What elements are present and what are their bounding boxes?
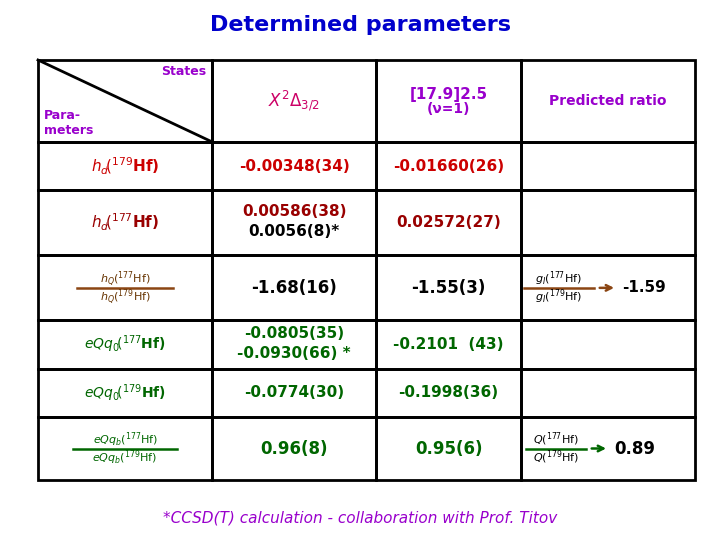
Bar [38,60,212,142]
Text: 0.02572(27): 0.02572(27) [396,215,501,230]
Bar [521,255,695,320]
Bar [377,417,521,480]
Text: $eQq_b(^{179}$Hf): $eQq_b(^{179}$Hf) [92,448,158,467]
Text: -0.0774(30): -0.0774(30) [244,386,344,400]
Text: $Q(^{179}$Hf): $Q(^{179}$Hf) [533,449,579,467]
Bar [38,255,212,320]
Bar [377,190,521,255]
Text: $h_Q(^{179}$Hf): $h_Q(^{179}$Hf) [99,287,150,307]
Text: $eQq_0\!(^{177}$Hf): $eQq_0\!(^{177}$Hf) [84,334,166,355]
Text: -1.59: -1.59 [622,280,666,295]
Text: 0.89: 0.89 [614,440,655,457]
Text: -0.00348(34): -0.00348(34) [239,159,350,173]
Text: -0.0805(35): -0.0805(35) [244,326,344,341]
Bar [521,417,695,480]
Text: $eQq_0\!(^{179}$Hf): $eQq_0\!(^{179}$Hf) [84,382,166,403]
Text: -0.0930(66) *: -0.0930(66) * [238,346,351,361]
Bar [212,60,377,142]
Text: -0.2101  (43): -0.2101 (43) [393,337,504,352]
Bar [521,369,695,417]
Text: -0.1998(36): -0.1998(36) [399,386,499,400]
Text: -0.01660(26): -0.01660(26) [393,159,504,173]
Text: $Q(^{177}$Hf): $Q(^{177}$Hf) [533,431,579,448]
Text: $eQq_b(^{177}$Hf): $eQq_b(^{177}$Hf) [93,430,158,449]
Text: 0.95(6): 0.95(6) [415,440,482,457]
Text: Para-
meters: Para- meters [44,109,94,137]
Text: 0.96(8): 0.96(8) [261,440,328,457]
Bar [38,190,212,255]
Bar [377,320,521,369]
Bar [212,369,377,417]
Bar [377,60,521,142]
Bar [521,60,695,142]
Bar [38,142,212,190]
Text: 0.00586(38): 0.00586(38) [242,204,346,219]
Bar [212,255,377,320]
Bar [212,320,377,369]
Text: $h_d\!(^{179}$Hf): $h_d\!(^{179}$Hf) [91,156,159,177]
Text: 0.0056(8)*: 0.0056(8)* [248,224,340,239]
Text: -1.68(16): -1.68(16) [251,279,337,297]
Text: $g_I(^{179}$Hf): $g_I(^{179}$Hf) [536,287,582,306]
Text: (ν=1): (ν=1) [427,102,470,116]
Text: Determined parameters: Determined parameters [210,15,510,35]
Text: $X^2\Delta_{3/2}$: $X^2\Delta_{3/2}$ [269,89,320,113]
Bar [521,190,695,255]
Bar [212,417,377,480]
Text: [17.9]2.5: [17.9]2.5 [410,87,487,103]
Text: States: States [161,65,206,78]
Bar [212,190,377,255]
Text: *CCSD(T) calculation - collaboration with Prof. Titov: *CCSD(T) calculation - collaboration wit… [163,510,557,525]
Text: Predicted ratio: Predicted ratio [549,94,667,108]
Bar [377,369,521,417]
Bar [521,320,695,369]
Bar [377,142,521,190]
Text: $h_Q(^{177}$Hf): $h_Q(^{177}$Hf) [100,269,150,289]
Text: -1.55(3): -1.55(3) [411,279,486,297]
Bar [212,142,377,190]
Bar [38,369,212,417]
Bar [521,142,695,190]
Bar [377,255,521,320]
Text: $h_d\!(^{177}$Hf): $h_d\!(^{177}$Hf) [91,212,159,233]
Text: $g_I(^{177}$Hf): $g_I(^{177}$Hf) [536,269,582,288]
Bar [38,320,212,369]
Bar [38,417,212,480]
